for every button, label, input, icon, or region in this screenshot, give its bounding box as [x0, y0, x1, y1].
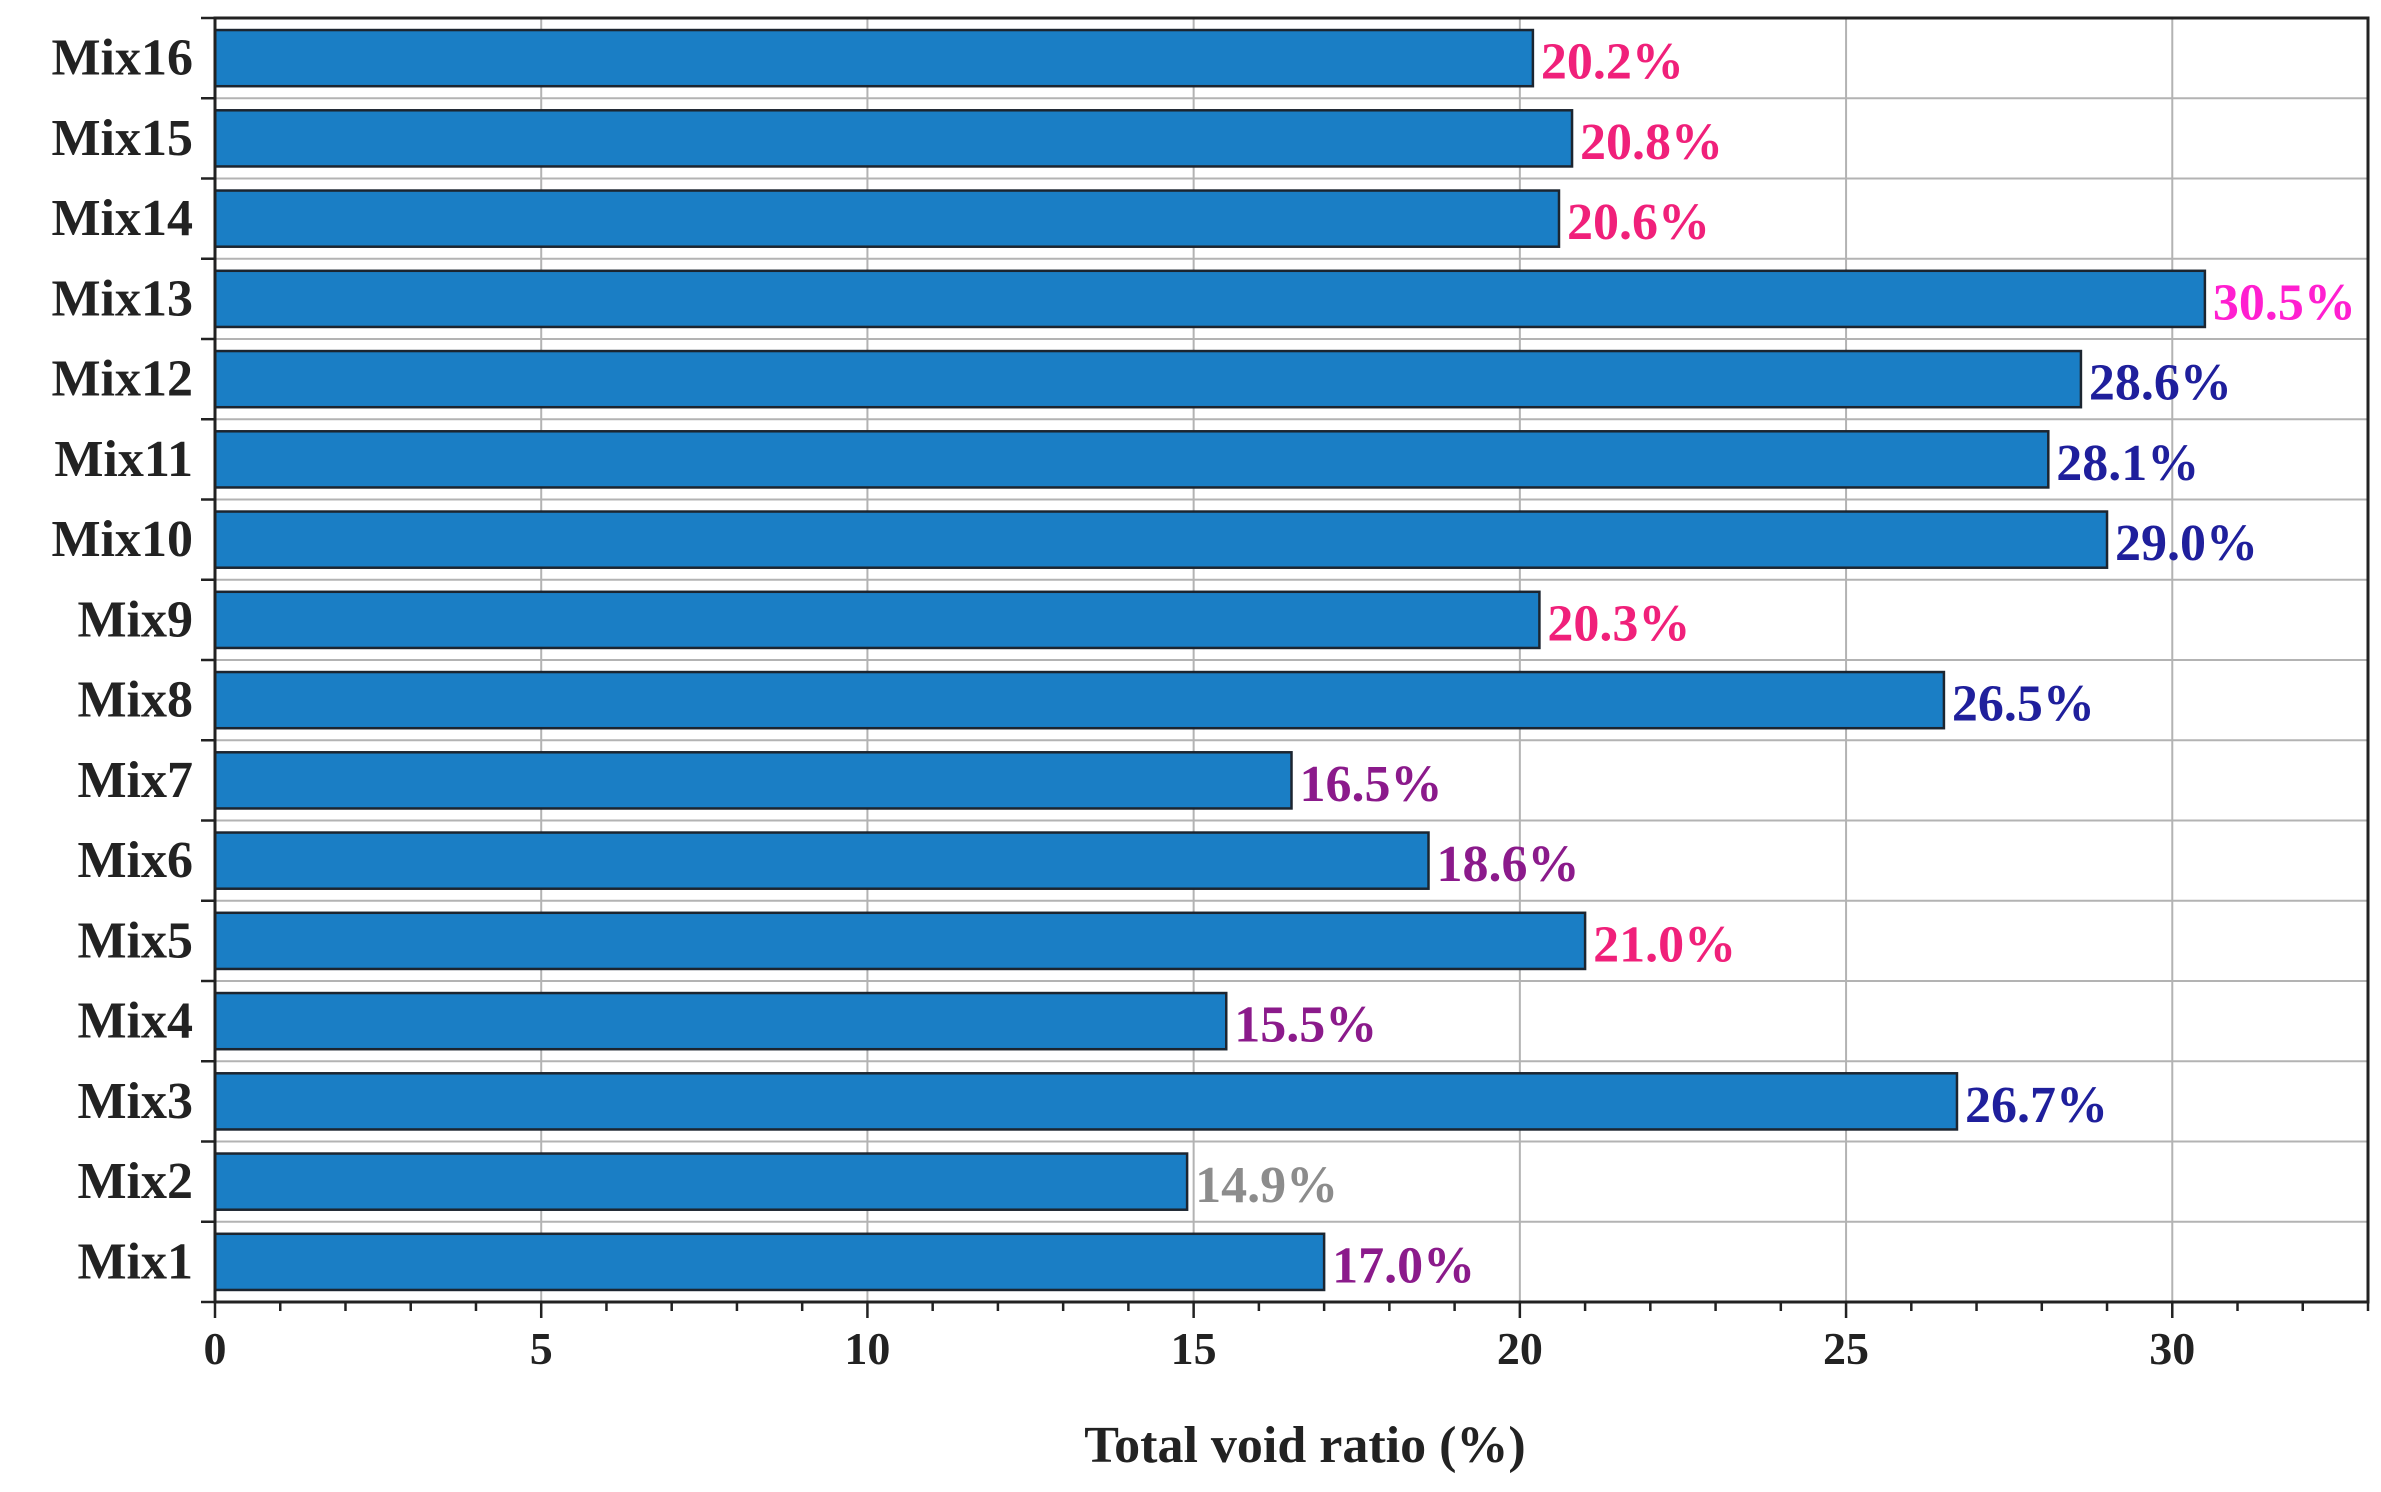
category-label: Mix14: [51, 190, 193, 247]
data-label: 20.6%: [1567, 194, 1710, 251]
category-label: Mix7: [77, 752, 193, 809]
category-label: Mix15: [51, 110, 193, 167]
category-label: Mix9: [77, 591, 193, 648]
bar-mix7: [213, 751, 1293, 810]
bar-mix2: [213, 1152, 1189, 1211]
x-axis-title: Total void ratio (%): [1084, 1417, 1526, 1474]
category-label: Mix8: [77, 672, 193, 729]
category-label: Mix2: [77, 1153, 193, 1210]
bar-mix9: [213, 590, 1541, 650]
bar-mix13: [213, 269, 2207, 329]
category-label: Mix11: [54, 431, 193, 488]
category-label: Mix13: [51, 270, 193, 327]
category-label: Mix6: [77, 832, 193, 889]
data-label: 30.5%: [2213, 274, 2356, 331]
x-tick-label: 25: [1823, 1323, 1869, 1374]
data-label: 16.5%: [1300, 756, 1443, 813]
data-label: 14.9%: [1195, 1157, 1338, 1214]
category-label: Mix5: [77, 912, 193, 969]
data-label: 20.3%: [1547, 595, 1690, 652]
data-label: 28.1%: [2056, 435, 2199, 492]
data-label: 29.0%: [2115, 515, 2258, 572]
category-label: Mix12: [51, 351, 193, 408]
bar-mix1: [213, 1232, 1326, 1292]
bars-layer: [213, 28, 2207, 1292]
bar-mix15: [213, 109, 1574, 168]
bar-mix6: [213, 831, 1430, 890]
bar-mix3: [213, 1072, 1959, 1131]
bar-mix16: [213, 28, 1535, 88]
x-tick-label: 5: [530, 1323, 553, 1374]
bar-mix8: [213, 670, 1946, 730]
x-tick-label: 10: [844, 1323, 890, 1374]
data-label: 26.5%: [1952, 676, 2095, 733]
x-tick-label: 20: [1497, 1323, 1543, 1374]
data-label: 18.6%: [1437, 836, 1580, 893]
data-label: 15.5%: [1234, 997, 1377, 1054]
category-label: Mix3: [77, 1073, 193, 1130]
data-label: 28.6%: [2089, 355, 2232, 412]
bar-mix14: [213, 189, 1561, 248]
bar-mix10: [213, 510, 2109, 569]
category-label: Mix10: [51, 511, 193, 568]
axes-layer: [201, 16, 2370, 1318]
category-label: Mix4: [77, 993, 193, 1050]
bar-mix12: [213, 349, 2083, 409]
bar-mix4: [213, 991, 1228, 1051]
x-tick-label: 0: [204, 1323, 227, 1374]
data-label: 17.0%: [1332, 1237, 1475, 1294]
labels-layer: Mix1 17.0% Mix2 14.9% Mix3 26.7% Mix4 15.5% Mix5…: [51, 30, 2355, 1374]
data-label: 26.7%: [1965, 1077, 2108, 1134]
bar-mix11: [213, 430, 2050, 489]
data-label: 21.0%: [1593, 916, 1736, 973]
x-tick-label: 30: [2149, 1323, 2195, 1374]
bar-mix5: [213, 911, 1587, 971]
data-label: 20.8%: [1580, 114, 1723, 171]
data-label: 20.2%: [1541, 34, 1684, 91]
x-tick-label: 15: [1171, 1323, 1217, 1374]
category-label: Mix1: [77, 1233, 193, 1290]
category-label: Mix16: [51, 30, 193, 87]
